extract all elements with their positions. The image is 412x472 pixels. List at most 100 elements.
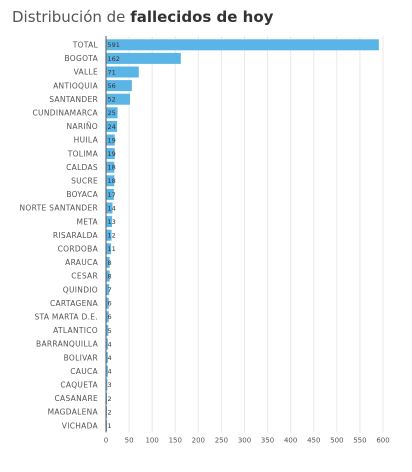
value-label: 2 <box>108 408 112 416</box>
bar <box>106 338 108 350</box>
category-label: MAGDALENA <box>48 408 99 417</box>
category-label: CARTAGENA <box>50 299 99 308</box>
x-tick-label: 200 <box>192 436 205 444</box>
x-tick-label: 300 <box>238 436 251 444</box>
category-label: META <box>76 217 98 226</box>
bar <box>106 66 139 78</box>
bar <box>106 365 108 377</box>
category-label: VALLE <box>74 68 98 77</box>
category-label: CALDAS <box>66 163 98 172</box>
x-tick-label: 250 <box>215 436 228 444</box>
bar <box>106 229 112 241</box>
category-label: BOYACA <box>66 190 98 199</box>
x-tick-label: 550 <box>353 436 366 444</box>
category-label: NORTE SANTANDER <box>20 204 99 213</box>
value-label: 52 <box>108 96 116 104</box>
bar <box>106 134 115 146</box>
category-label: NARIÑO <box>67 122 98 131</box>
value-label: 5 <box>108 327 112 335</box>
value-label: 18 <box>108 164 116 172</box>
category-label: ANTIOQUIA <box>53 81 98 90</box>
category-label: CUNDINAMARCA <box>33 109 99 118</box>
category-label: ARAUCA <box>65 258 98 267</box>
bar <box>106 80 132 92</box>
value-label: 6 <box>108 300 112 308</box>
category-label: SANTANDER <box>49 95 98 104</box>
x-tick-label: 450 <box>307 436 320 444</box>
x-tick-label: 500 <box>330 436 343 444</box>
value-label: 1 <box>108 422 112 430</box>
value-label: 11 <box>108 245 116 253</box>
value-label: 8 <box>108 259 112 267</box>
x-tick-label: 100 <box>145 436 158 444</box>
bar <box>106 52 181 64</box>
bar <box>106 39 379 51</box>
category-label: CORDOBA <box>58 245 99 254</box>
value-label: 8 <box>108 272 112 280</box>
category-label: STA MARTA D.E. <box>34 313 98 322</box>
x-tick-label: 600 <box>376 436 389 444</box>
category-label: QUINDIO <box>63 285 98 294</box>
category-label: CAUCA <box>70 367 98 376</box>
category-label: BOGOTA <box>64 54 98 63</box>
bar <box>106 188 114 200</box>
bar <box>106 120 118 132</box>
bar <box>106 175 115 187</box>
category-label: CASANARE <box>55 394 99 403</box>
chart-title: Distribución de fallecidos de hoy <box>12 8 273 26</box>
value-label: 6 <box>108 313 112 321</box>
value-label: 18 <box>108 177 116 185</box>
bar <box>106 243 112 255</box>
category-label: BOLIVAR <box>64 353 98 362</box>
x-tick-label: 400 <box>284 436 297 444</box>
category-label: CESAR <box>71 272 98 281</box>
category-label: VICHADA <box>62 421 99 430</box>
category-label: RISARALDA <box>53 231 99 240</box>
value-label: 17 <box>108 191 116 199</box>
value-label: 13 <box>108 218 116 226</box>
category-label: CAQUETA <box>60 381 98 390</box>
category-label: SUCRE <box>71 177 98 186</box>
bar <box>106 93 131 105</box>
value-label: 162 <box>108 55 120 63</box>
value-label: 4 <box>108 340 112 348</box>
value-label: 12 <box>108 232 116 240</box>
bar <box>106 297 109 309</box>
bar <box>106 284 110 296</box>
bar <box>106 148 115 160</box>
x-tick-label: 50 <box>125 436 134 444</box>
value-label: 71 <box>108 68 116 76</box>
value-label: 4 <box>108 368 112 376</box>
value-label: 25 <box>108 109 116 117</box>
category-label: HUILA <box>74 136 99 145</box>
value-label: 19 <box>108 150 116 158</box>
bar <box>106 324 109 336</box>
value-label: 14 <box>108 204 116 212</box>
x-tick-label: 350 <box>261 436 274 444</box>
bar <box>106 107 118 119</box>
chart-title-prefix: Distribución de <box>12 8 126 26</box>
bar <box>106 270 110 282</box>
value-label: 3 <box>108 381 112 389</box>
value-label: 24 <box>108 123 116 131</box>
value-label: 19 <box>108 136 116 144</box>
x-tick-label: 150 <box>169 436 182 444</box>
value-label: 2 <box>108 395 112 403</box>
bar <box>106 161 115 173</box>
value-label: 7 <box>108 286 112 294</box>
bar <box>106 216 113 228</box>
value-label: 4 <box>108 354 112 362</box>
bar <box>106 311 109 323</box>
bar <box>106 352 108 364</box>
bar <box>106 202 113 214</box>
value-label: 591 <box>108 41 120 49</box>
category-label: ATLANTICO <box>53 326 98 335</box>
category-label: BARRANQUILLA <box>36 340 99 349</box>
bar <box>106 379 108 391</box>
category-label: TOLIMA <box>67 149 99 158</box>
chart-title-bold: fallecidos de hoy <box>130 8 274 26</box>
bar <box>106 256 110 268</box>
category-label: TOTAL <box>72 41 99 50</box>
value-label: 56 <box>108 82 116 90</box>
